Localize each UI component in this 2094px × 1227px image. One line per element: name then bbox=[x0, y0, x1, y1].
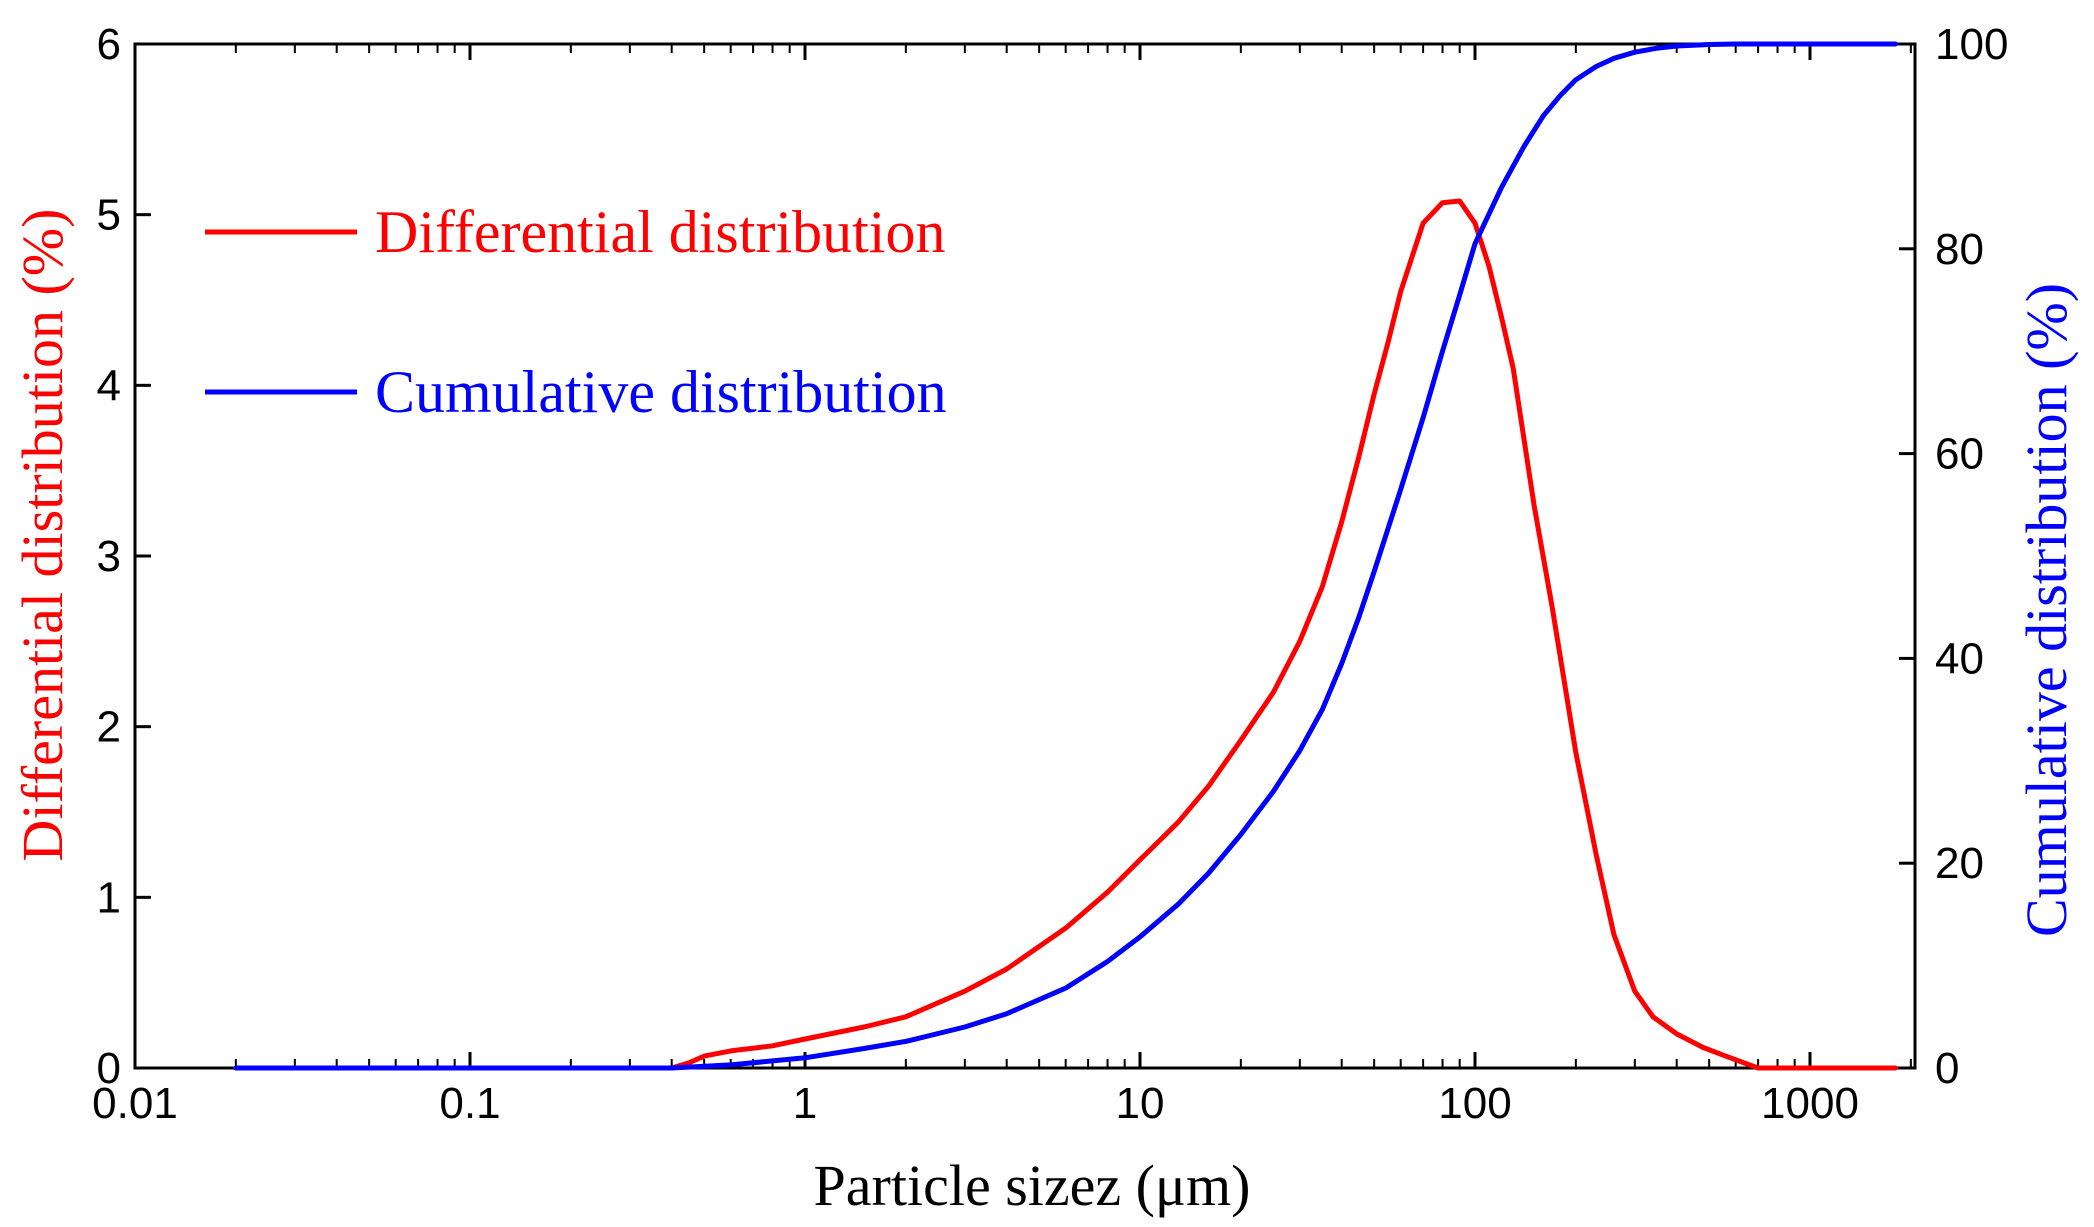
x-tick-label: 1000 bbox=[1761, 1079, 1859, 1128]
y-left-tick-label: 1 bbox=[97, 873, 121, 922]
y-right-tick-label: 20 bbox=[1935, 839, 1984, 888]
y-right-tick-label: 60 bbox=[1935, 430, 1984, 479]
y-left-tick-label: 0 bbox=[97, 1044, 121, 1093]
y-axis-title-left: Differential distribution (%) bbox=[10, 209, 75, 862]
differential-distribution-line bbox=[233, 198, 1898, 1071]
y-right-tick-label: 0 bbox=[1935, 1044, 1959, 1093]
x-tick-label: 1 bbox=[793, 1079, 817, 1128]
y-left-tick-label: 5 bbox=[97, 191, 121, 240]
y-right-tick-label: 40 bbox=[1935, 634, 1984, 683]
y-left-tick-label: 2 bbox=[97, 703, 121, 752]
x-tick-label: 10 bbox=[1116, 1079, 1165, 1128]
y-axis-title-right: Cumulative distribution (%) bbox=[2014, 283, 2079, 937]
y-right-tick-label: 80 bbox=[1935, 225, 1984, 274]
x-axis-title: Particle sizez (μm) bbox=[814, 1153, 1251, 1218]
y-right-tick-label: 100 bbox=[1935, 20, 2008, 69]
y-left-tick-label: 3 bbox=[97, 532, 121, 581]
y-left-tick-label: 4 bbox=[97, 361, 121, 410]
legend-label-differential: Differential distribution bbox=[375, 199, 945, 265]
x-tick-label: 0.1 bbox=[439, 1079, 500, 1128]
cumulative-distribution-line bbox=[233, 41, 1898, 1071]
plot-area-frame bbox=[133, 42, 1917, 1070]
x-tick-label: 0.01 bbox=[92, 1079, 178, 1128]
x-tick-label: 100 bbox=[1438, 1079, 1511, 1128]
legend-label-cumulative: Cumulative distribution bbox=[375, 359, 947, 425]
y-left-tick-label: 6 bbox=[97, 20, 121, 69]
